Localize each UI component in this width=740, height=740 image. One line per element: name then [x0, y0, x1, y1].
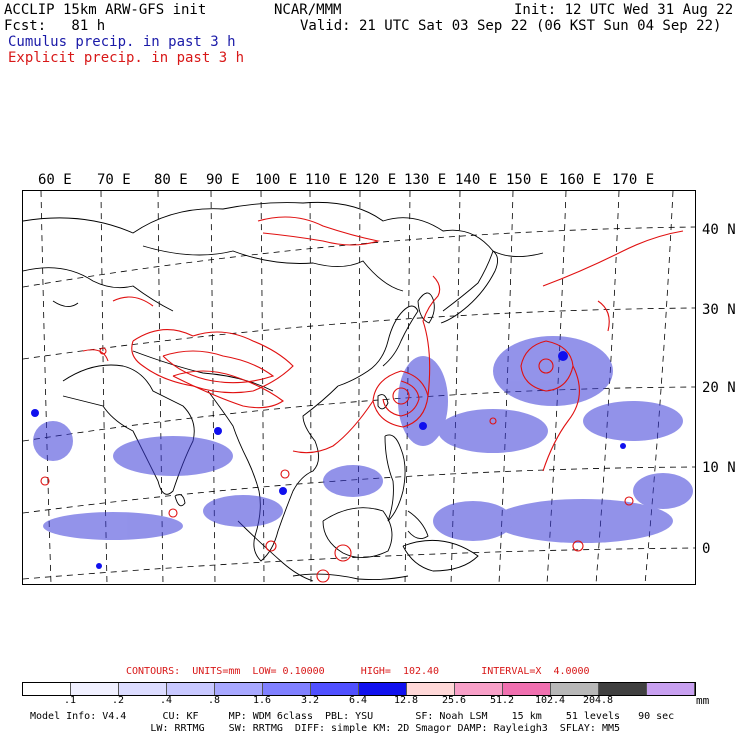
colorbar-tick-label: 25.6 [441, 695, 467, 706]
header-init-time: Init: 12 UTC Wed 31 Aug 22 [514, 2, 734, 18]
colorbar-tick-label: .1 [63, 695, 77, 706]
colorbar-tick-label: 1.6 [252, 695, 272, 706]
legend-explicit: Explicit precip. in past 3 h [8, 50, 245, 66]
lon-label: 100 E [255, 172, 298, 188]
colorbar-swatch [23, 683, 71, 695]
explicit-precip [40, 216, 684, 583]
header-forecast-hour: Fcst: 81 h [4, 18, 106, 34]
lon-label: 140 E [455, 172, 498, 188]
model-info-line2: LW: RRTMG SW: RRTMG DIFF: simple KM: 2D … [30, 723, 621, 734]
colorbar-tick-label: 204.8 [582, 695, 614, 706]
colorbar-swatch [215, 683, 263, 695]
header-title: ACCLIP 15km ARW-GFS init [4, 2, 207, 18]
cumulus-precip [33, 336, 693, 543]
colorbar-tick-label: 6.4 [348, 695, 368, 706]
colorbar-swatch [599, 683, 647, 695]
legend-cumulus: Cumulus precip. in past 3 h [8, 34, 236, 50]
precip-map [23, 191, 695, 584]
lon-label: 160 E [559, 172, 602, 188]
colorbar-swatch [551, 683, 599, 695]
colorbar-swatch [407, 683, 455, 695]
colorbar-units: mm [696, 694, 710, 707]
colorbar [22, 682, 696, 696]
colorbar-tick-label: .8 [207, 695, 221, 706]
lon-label: 60 E [38, 172, 72, 188]
map-panel [22, 190, 696, 585]
colorbar-swatch [167, 683, 215, 695]
lon-label: 120 E [354, 172, 397, 188]
header-org: NCAR/MMM [274, 2, 342, 18]
colorbar-tick-label: 51.2 [489, 695, 515, 706]
lon-label: 150 E [506, 172, 549, 188]
colorbar-tick-label: 102.4 [534, 695, 566, 706]
model-info-line1: Model Info: V4.4 CU: KF MP: WDM 6class P… [30, 711, 675, 722]
lon-label: 90 E [206, 172, 240, 188]
lon-label: 110 E [305, 172, 348, 188]
colorbar-swatch [71, 683, 119, 695]
colorbar-swatch [503, 683, 551, 695]
contours-info: CONTOURS: UNITS=mm LOW= 0.10000 HIGH= 10… [126, 666, 590, 677]
colorbar-swatch [119, 683, 167, 695]
lat-label: 30 N [702, 302, 736, 318]
header-valid-time: Valid: 21 UTC Sat 03 Sep 22 (06 KST Sun … [300, 18, 722, 34]
lat-label: 10 N [702, 460, 736, 476]
colorbar-tick-label: .2 [111, 695, 125, 706]
colorbar-tick-label: .4 [159, 695, 173, 706]
lon-label: 130 E [404, 172, 447, 188]
lon-label: 70 E [97, 172, 131, 188]
lat-label: 40 N [702, 222, 736, 238]
lat-label: 0 [702, 541, 711, 557]
lon-label: 80 E [154, 172, 188, 188]
colorbar-swatch [311, 683, 359, 695]
colorbar-swatch [455, 683, 503, 695]
colorbar-swatch [359, 683, 407, 695]
lat-label: 20 N [702, 380, 736, 396]
lon-label: 170 E [612, 172, 655, 188]
colorbar-swatch [647, 683, 695, 695]
colorbar-tick-label: 3.2 [300, 695, 320, 706]
coastlines [23, 201, 544, 582]
colorbar-swatch [263, 683, 311, 695]
cumulus-precip-dark [31, 351, 626, 569]
colorbar-tick-label: 12.8 [393, 695, 419, 706]
